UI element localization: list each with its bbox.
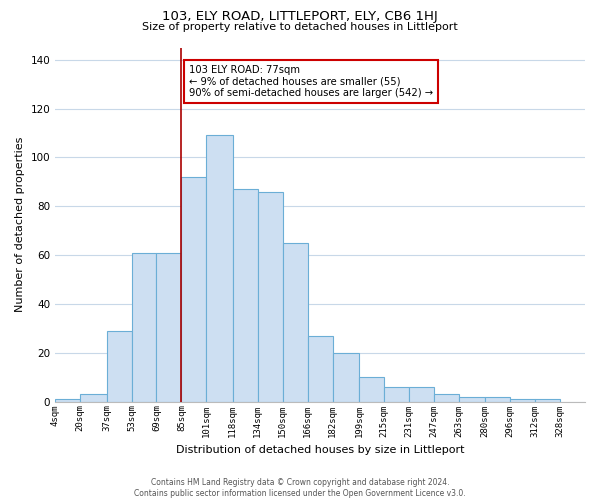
Bar	[258, 192, 283, 402]
Bar	[384, 387, 409, 402]
X-axis label: Distribution of detached houses by size in Littleport: Distribution of detached houses by size …	[176, 445, 464, 455]
Bar	[332, 353, 359, 402]
Bar	[409, 387, 434, 402]
Bar	[434, 394, 459, 402]
Bar	[80, 394, 107, 402]
Text: 103, ELY ROAD, LITTLEPORT, ELY, CB6 1HJ: 103, ELY ROAD, LITTLEPORT, ELY, CB6 1HJ	[162, 10, 438, 23]
Bar	[181, 177, 206, 402]
Bar	[107, 331, 131, 402]
Bar	[233, 189, 258, 402]
Bar	[157, 252, 181, 402]
Bar	[359, 377, 384, 402]
Text: 103 ELY ROAD: 77sqm
← 9% of detached houses are smaller (55)
90% of semi-detache: 103 ELY ROAD: 77sqm ← 9% of detached hou…	[189, 64, 433, 98]
Text: Size of property relative to detached houses in Littleport: Size of property relative to detached ho…	[142, 22, 458, 32]
Bar	[206, 136, 233, 402]
Bar	[55, 399, 80, 402]
Bar	[459, 397, 485, 402]
Bar	[283, 243, 308, 402]
Bar	[485, 397, 510, 402]
Y-axis label: Number of detached properties: Number of detached properties	[15, 137, 25, 312]
Bar	[535, 399, 560, 402]
Bar	[131, 252, 157, 402]
Bar	[308, 336, 332, 402]
Text: Contains HM Land Registry data © Crown copyright and database right 2024.
Contai: Contains HM Land Registry data © Crown c…	[134, 478, 466, 498]
Bar	[510, 399, 535, 402]
